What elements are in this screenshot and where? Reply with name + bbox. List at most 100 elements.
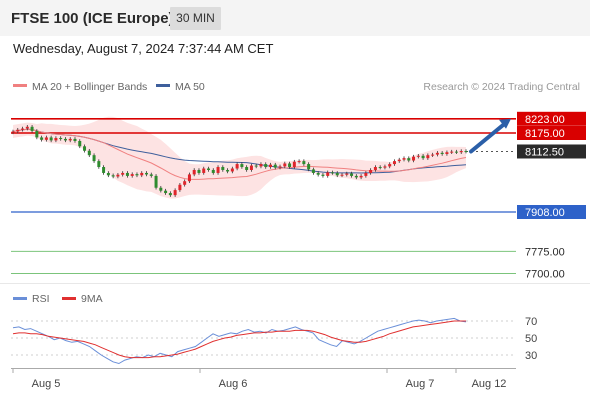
- rsi-legend-swatch: [13, 297, 27, 300]
- candle: [40, 135, 44, 142]
- candle: [230, 166, 234, 174]
- candle: [73, 137, 77, 143]
- candle: [106, 171, 110, 178]
- candle: [302, 159, 306, 166]
- candlesticks: [11, 125, 468, 197]
- candle: [330, 170, 334, 175]
- rsi-ma-legend-swatch: [62, 297, 76, 300]
- candle: [63, 137, 67, 143]
- candle: [421, 154, 425, 160]
- level-label-bg-8223.00: [517, 111, 586, 126]
- candle: [307, 162, 311, 172]
- candle: [340, 172, 344, 178]
- ma50-legend-label: MA 50: [175, 81, 205, 93]
- candle: [145, 171, 149, 177]
- candle: [407, 156, 411, 163]
- x-tick-label-aug-12: Aug 12: [472, 378, 507, 390]
- ma50-legend-swatch: [156, 84, 170, 87]
- candle: [464, 149, 468, 154]
- candle: [364, 171, 368, 178]
- candle: [450, 149, 454, 155]
- candle: [178, 183, 182, 192]
- level-label-8175.00: 8175.00: [525, 128, 565, 140]
- candle: [216, 165, 220, 175]
- candle: [416, 154, 420, 159]
- rsi-panel: 70 50 30: [11, 316, 537, 365]
- level-labels: 8223.00 8175.00 8112.50 7908.00 7775.00 7700.…: [517, 111, 586, 281]
- timeframe-button[interactable]: 30 MIN: [170, 7, 221, 30]
- candle: [226, 168, 230, 174]
- candle: [369, 168, 373, 175]
- candle: [78, 139, 82, 149]
- level-label-bg-8175.00: [517, 126, 586, 140]
- candle: [397, 157, 401, 163]
- candle: [221, 165, 225, 172]
- forecast-arrow-head: [499, 118, 511, 129]
- level-label-bg-8112.50: [517, 144, 586, 159]
- rsi-ma-legend-label: 9MA: [81, 293, 103, 305]
- candle: [278, 164, 282, 170]
- candle: [21, 126, 25, 132]
- candle: [245, 165, 249, 172]
- forecast-arrow: [469, 118, 511, 154]
- bollinger-bands: [13, 116, 466, 199]
- candle: [297, 159, 301, 164]
- candle: [87, 148, 91, 157]
- candle: [454, 149, 458, 155]
- candle: [321, 172, 325, 178]
- candle: [59, 136, 63, 141]
- candle: [268, 162, 272, 169]
- candle: [11, 129, 15, 135]
- candle: [25, 125, 29, 131]
- candle: [192, 168, 196, 177]
- candle: [164, 188, 168, 195]
- candle: [431, 152, 435, 157]
- candle: [173, 188, 177, 197]
- level-label-7775.00: 7775.00: [525, 246, 565, 258]
- candle: [373, 165, 377, 172]
- candle: [259, 162, 263, 169]
- candle: [83, 144, 87, 153]
- candle: [92, 153, 96, 163]
- candle: [288, 161, 292, 169]
- rsi-legend-label: RSI: [32, 293, 50, 305]
- rsi-tick-label-70: 70: [525, 316, 537, 328]
- candle: [135, 172, 139, 178]
- candle: [316, 171, 320, 177]
- candle: [68, 137, 72, 143]
- candle: [125, 171, 129, 178]
- price-levels: [11, 117, 516, 275]
- candle: [159, 185, 163, 193]
- candle: [283, 161, 287, 169]
- rsi-line: [12, 317, 467, 365]
- candle: [197, 168, 201, 175]
- level-label-7908.00: 7908.00: [525, 207, 565, 219]
- candle: [392, 159, 396, 166]
- x-tick-label-aug-5: Aug 5: [32, 378, 61, 390]
- candle: [111, 173, 115, 179]
- candle: [44, 135, 48, 142]
- candle: [435, 151, 439, 157]
- candle: [121, 171, 125, 177]
- rsi-tick-label-50: 50: [525, 333, 537, 345]
- forecast-arrow-shaft: [469, 119, 509, 154]
- candle: [292, 159, 296, 169]
- candle: [168, 191, 172, 197]
- moving-averages: [12, 128, 467, 180]
- candle: [412, 154, 416, 163]
- main-legend: MA 20 + Bollinger Bands MA 50 Research ©…: [13, 81, 580, 93]
- timestamp: Wednesday, August 7, 2024 7:37:44 AM CET: [13, 41, 274, 56]
- level-label-bg-7908.00: [517, 205, 586, 219]
- candle: [440, 151, 444, 156]
- ma20-legend-swatch: [13, 84, 27, 87]
- candle: [254, 163, 258, 169]
- candle: [202, 166, 206, 175]
- candle: [187, 172, 191, 184]
- candle: [273, 162, 277, 170]
- x-tick-label-aug-7: Aug 7: [406, 378, 435, 390]
- candle: [326, 170, 330, 178]
- bollinger-band-area: [13, 116, 466, 199]
- candle: [240, 162, 244, 169]
- candle: [383, 164, 387, 170]
